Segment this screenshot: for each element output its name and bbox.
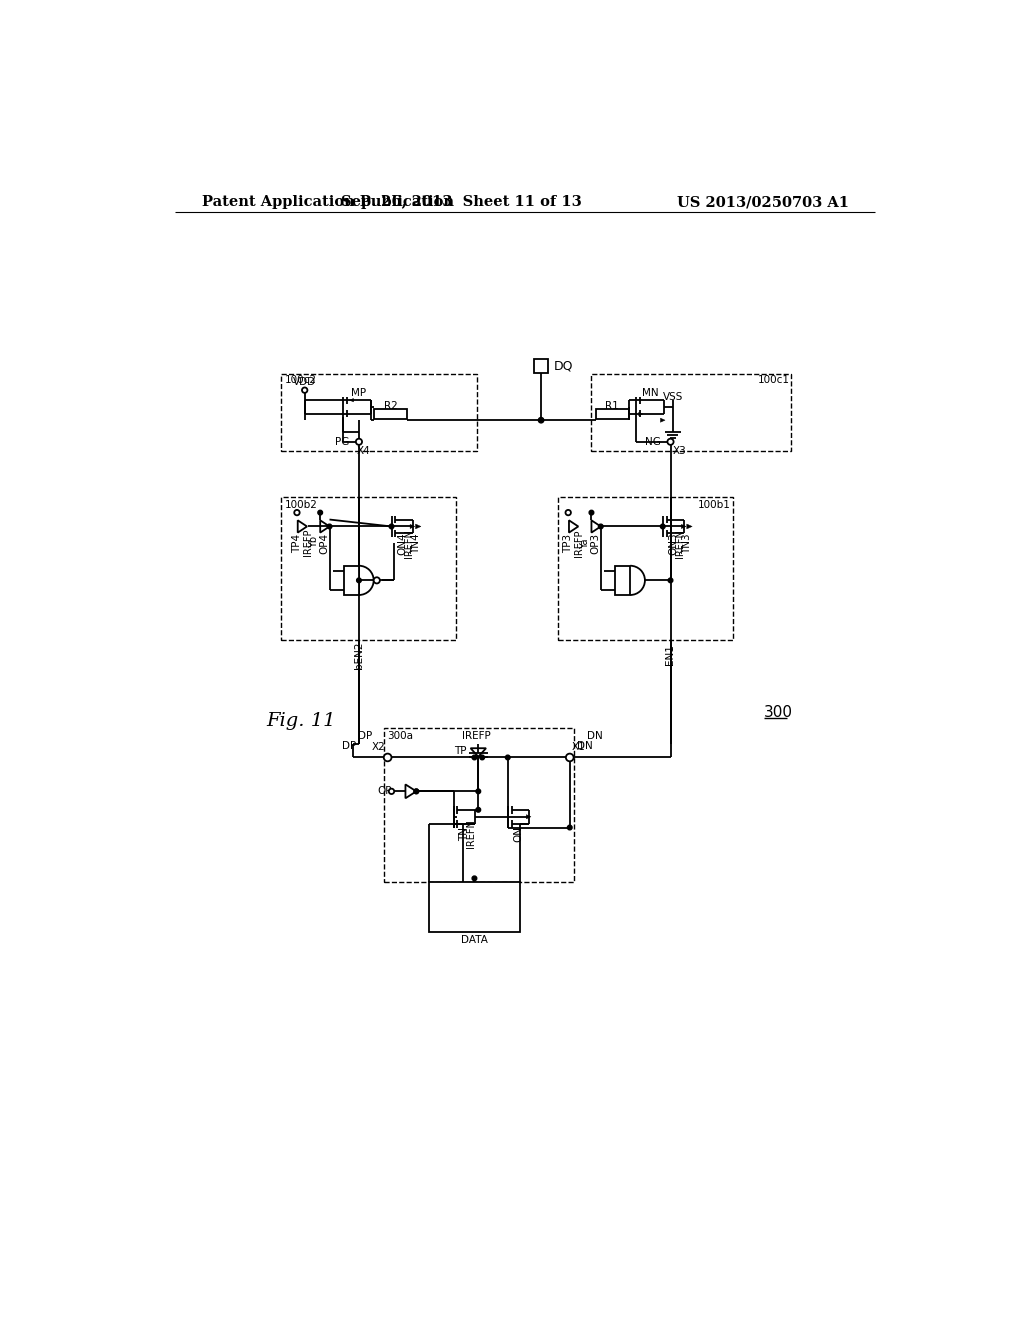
Text: TN: TN bbox=[460, 826, 469, 841]
Text: X3: X3 bbox=[673, 446, 686, 455]
Text: R1: R1 bbox=[605, 401, 620, 412]
Circle shape bbox=[598, 524, 603, 529]
Text: IREFN: IREFN bbox=[675, 529, 685, 558]
Polygon shape bbox=[687, 524, 692, 529]
Bar bbox=[384, 729, 573, 882]
Polygon shape bbox=[416, 524, 421, 529]
Text: X1: X1 bbox=[572, 742, 586, 752]
Text: TP: TP bbox=[455, 746, 467, 756]
Text: 100b1: 100b1 bbox=[698, 500, 731, 510]
Text: DATA: DATA bbox=[461, 935, 487, 945]
Text: IREFN: IREFN bbox=[403, 529, 414, 558]
Text: Ya: Ya bbox=[581, 539, 590, 549]
Polygon shape bbox=[660, 418, 665, 422]
Text: X2: X2 bbox=[372, 742, 385, 752]
Text: VDD: VDD bbox=[293, 378, 316, 388]
Circle shape bbox=[317, 511, 323, 515]
Bar bbox=[375, 409, 407, 418]
Text: TN4: TN4 bbox=[412, 533, 421, 553]
Circle shape bbox=[506, 755, 510, 760]
Bar bbox=[282, 374, 477, 451]
Circle shape bbox=[589, 511, 594, 515]
Circle shape bbox=[668, 438, 674, 445]
Text: bEN2: bEN2 bbox=[354, 642, 364, 669]
Bar bbox=[344, 566, 359, 595]
Text: IREFP: IREFP bbox=[463, 731, 492, 741]
Polygon shape bbox=[639, 412, 643, 416]
Text: Fig. 11: Fig. 11 bbox=[266, 711, 336, 730]
Bar bbox=[615, 566, 630, 595]
Text: Sep. 26, 2013  Sheet 11 of 13: Sep. 26, 2013 Sheet 11 of 13 bbox=[341, 195, 582, 210]
Text: X4: X4 bbox=[356, 446, 371, 455]
Circle shape bbox=[374, 577, 380, 583]
Circle shape bbox=[356, 438, 362, 445]
Text: Patent Application Publication: Patent Application Publication bbox=[202, 195, 454, 210]
Text: Yb: Yb bbox=[309, 536, 319, 548]
Text: IREFP: IREFP bbox=[303, 528, 312, 556]
Circle shape bbox=[567, 825, 572, 830]
Circle shape bbox=[472, 876, 477, 880]
Text: DP: DP bbox=[342, 741, 356, 751]
Bar bbox=[592, 374, 792, 451]
Text: R2: R2 bbox=[384, 401, 397, 412]
Polygon shape bbox=[410, 524, 415, 528]
Text: OP4: OP4 bbox=[319, 533, 329, 554]
Text: 100c1: 100c1 bbox=[758, 375, 790, 385]
Polygon shape bbox=[349, 399, 353, 401]
Text: IREFP: IREFP bbox=[574, 529, 584, 557]
Circle shape bbox=[472, 755, 477, 760]
Text: IREFN: IREFN bbox=[466, 820, 475, 849]
Text: MN: MN bbox=[642, 388, 658, 399]
Bar bbox=[535, 359, 548, 374]
Text: VSS: VSS bbox=[663, 392, 683, 403]
Bar bbox=[558, 498, 732, 640]
Bar bbox=[282, 498, 456, 640]
Circle shape bbox=[669, 578, 673, 582]
Circle shape bbox=[414, 789, 419, 793]
Text: US 2013/0250703 A1: US 2013/0250703 A1 bbox=[677, 195, 849, 210]
Circle shape bbox=[384, 754, 391, 762]
Text: 300a: 300a bbox=[388, 731, 414, 741]
Text: DN: DN bbox=[578, 741, 593, 751]
Circle shape bbox=[476, 808, 480, 812]
Circle shape bbox=[566, 754, 573, 762]
Circle shape bbox=[414, 789, 419, 793]
Text: DN: DN bbox=[587, 731, 602, 741]
Text: NG: NG bbox=[645, 437, 662, 446]
Text: OP3: OP3 bbox=[590, 533, 600, 554]
Text: 100b2: 100b2 bbox=[285, 500, 317, 510]
Circle shape bbox=[539, 417, 544, 422]
Circle shape bbox=[294, 510, 300, 515]
Bar bbox=[596, 409, 629, 418]
Text: 100c2: 100c2 bbox=[285, 375, 316, 385]
Circle shape bbox=[480, 755, 484, 760]
Text: PG: PG bbox=[335, 437, 349, 446]
Bar bbox=[429, 882, 520, 932]
Circle shape bbox=[302, 388, 307, 393]
Circle shape bbox=[565, 510, 571, 515]
Text: DP: DP bbox=[357, 731, 372, 741]
Text: 300: 300 bbox=[764, 705, 793, 721]
Circle shape bbox=[356, 578, 361, 582]
Circle shape bbox=[389, 524, 394, 529]
Text: TP3: TP3 bbox=[563, 533, 573, 553]
Text: ON3: ON3 bbox=[669, 532, 679, 554]
Text: DQ: DQ bbox=[554, 360, 573, 372]
Text: TN3: TN3 bbox=[683, 533, 692, 553]
Circle shape bbox=[389, 788, 394, 795]
Polygon shape bbox=[681, 524, 686, 528]
Text: ON4: ON4 bbox=[397, 532, 408, 554]
Polygon shape bbox=[526, 814, 531, 818]
Text: OP: OP bbox=[377, 787, 391, 796]
Circle shape bbox=[476, 789, 480, 793]
Circle shape bbox=[328, 524, 332, 529]
Text: ON: ON bbox=[514, 826, 523, 842]
Text: EN1: EN1 bbox=[666, 644, 676, 665]
Circle shape bbox=[660, 524, 665, 529]
Text: TP4: TP4 bbox=[292, 533, 302, 553]
Text: MP: MP bbox=[351, 388, 367, 399]
